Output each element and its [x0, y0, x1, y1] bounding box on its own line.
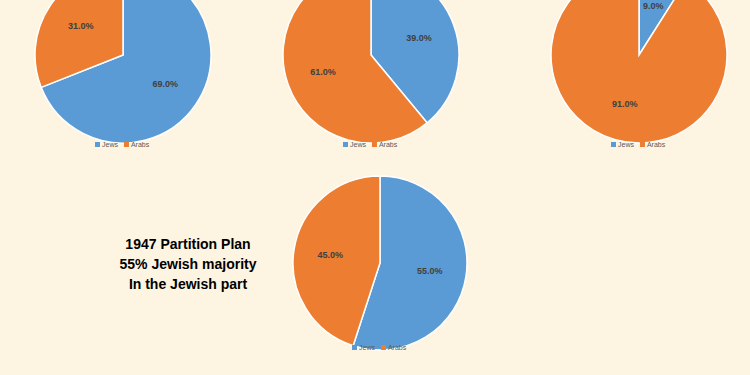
legend-label: Jews	[102, 141, 118, 148]
legend-label: Jews	[359, 344, 375, 351]
data-label: 55.0%	[417, 266, 443, 276]
data-labels: 39.0% 61.0%	[310, 33, 432, 78]
data-labels: 55.0% 45.0%	[317, 250, 442, 276]
annotation: In the Jewish part	[129, 276, 248, 292]
legend-swatch	[124, 142, 129, 147]
pie-chart	[283, 0, 459, 143]
legend: Jews Arabs	[95, 141, 150, 148]
pie-chart	[35, 0, 211, 143]
legend-label: Arabs	[647, 141, 666, 148]
pie-chart	[551, 0, 727, 143]
pie-slice	[293, 176, 380, 346]
chart-root: 69.0% 31.0% Jews Arabs 39.0% 61.0% Jews Arabs 9.…	[0, 0, 750, 375]
legend: Jews Arabs	[352, 344, 407, 351]
legend: Jews Arabs	[611, 141, 666, 148]
legend-label: Arabs	[379, 141, 398, 148]
annotation: 1947 Partition Plan	[125, 236, 250, 252]
legend-swatch	[611, 142, 616, 147]
legend-label: Arabs	[388, 344, 407, 351]
data-labels: 69.0% 31.0%	[68, 21, 178, 88]
annotation: 55% Jewish majority	[120, 256, 257, 272]
legend-swatch	[95, 142, 100, 147]
data-label: 45.0%	[317, 250, 343, 260]
pie-slice	[551, 0, 727, 143]
legend-swatch	[372, 142, 377, 147]
data-label: 39.0%	[406, 33, 432, 43]
legend-swatch	[343, 142, 348, 147]
legend-label: Arabs	[131, 141, 150, 148]
data-label: 61.0%	[310, 67, 336, 77]
data-label: 31.0%	[68, 21, 94, 31]
pie-chart	[293, 176, 467, 350]
data-label: 69.0%	[152, 79, 178, 89]
data-label: 91.0%	[612, 99, 638, 109]
pie-slice	[283, 0, 427, 143]
legend-label: Jews	[350, 141, 366, 148]
legend: Jews Arabs	[343, 141, 398, 148]
legend-swatch	[640, 142, 645, 147]
legend-swatch	[352, 345, 357, 350]
legend-label: Jews	[618, 141, 634, 148]
pie-slice	[35, 0, 123, 87]
data-labels: 9.0% 91.0%	[612, 1, 664, 109]
legend-swatch	[381, 345, 386, 350]
data-label: 9.0%	[643, 1, 664, 11]
